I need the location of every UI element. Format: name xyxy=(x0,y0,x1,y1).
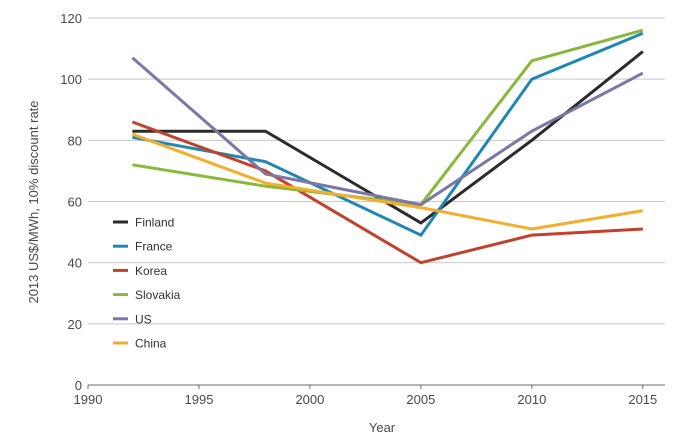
tick-labels: 0 20 40 60 80 100 120 1990 1995 2000 2005 2010 2015 xyxy=(60,11,657,407)
y-tick-label: 80 xyxy=(68,133,82,148)
series-line-slovakia xyxy=(132,28,644,207)
series-line-us xyxy=(131,56,644,207)
legend-label-china: China xyxy=(135,337,167,351)
legend-label-korea: Korea xyxy=(135,264,167,278)
legend-label-finland: Finland xyxy=(135,216,174,230)
legend-label-slovakia: Slovakia xyxy=(135,288,181,302)
y-tick-label: 0 xyxy=(75,378,82,393)
x-tick-label: 1995 xyxy=(185,392,214,407)
legend-label-us: US xyxy=(135,312,152,326)
x-tick-label: 2000 xyxy=(295,392,324,407)
y-tick-label: 120 xyxy=(60,11,82,26)
series-line-china xyxy=(131,132,644,231)
legend: Finland France Korea Slovakia US China xyxy=(113,216,181,351)
series-line-korea xyxy=(131,120,643,265)
y-tick-label: 40 xyxy=(68,256,82,271)
axes xyxy=(87,384,665,389)
x-tick-label: 2005 xyxy=(406,392,435,407)
y-tick-label: 20 xyxy=(68,317,82,332)
x-axis-title: Year xyxy=(369,420,396,435)
y-axis-title: 2013 US$/MWh, 10% discount rate xyxy=(26,100,41,303)
x-tick-label: 2015 xyxy=(628,392,657,407)
series-lines xyxy=(131,28,644,265)
y-tick-label: 100 xyxy=(60,72,82,87)
x-tick-label: 1990 xyxy=(74,392,103,407)
y-tick-label: 60 xyxy=(68,195,82,210)
x-tick-label: 2010 xyxy=(517,392,546,407)
legend-label-france: France xyxy=(135,240,173,254)
